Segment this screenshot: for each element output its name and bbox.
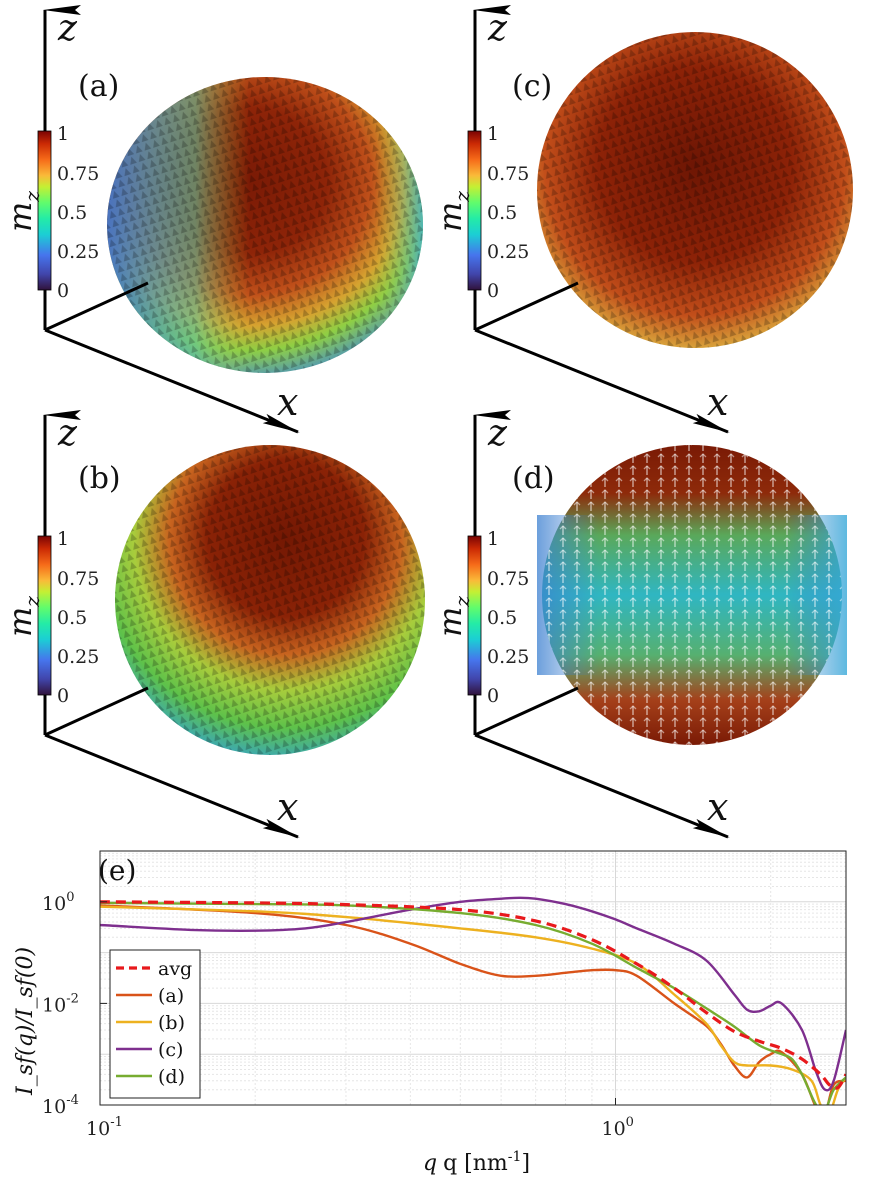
colorbar-label-b: mz [1, 596, 44, 637]
axis-y-c [474, 281, 579, 332]
svg-text:1: 1 [57, 123, 69, 145]
svg-text:0.75: 0.75 [487, 163, 529, 185]
svg-text:0.25: 0.25 [57, 646, 99, 668]
svg-text:0.5: 0.5 [487, 607, 517, 629]
series-line-b [100, 905, 846, 1105]
colorbar-b: 1 0.75 0.5 0.25 0 mz [1, 528, 99, 707]
colorbar-d: 1 0.75 0.5 0.25 0 mz [431, 528, 529, 707]
axis-x-label-d: x [707, 785, 728, 829]
axis-x-a [44, 328, 300, 434]
axis-x-c [474, 328, 730, 434]
svg-text:0: 0 [487, 685, 499, 707]
sphere-a-texture [107, 77, 423, 373]
plot-frame [99, 850, 847, 1106]
chart-ylabel: I_sf(q)/I_sf(0) [13, 947, 38, 1096]
series-line-c [100, 896, 846, 1092]
axis-y-a [44, 281, 149, 332]
axis-x-b [44, 733, 300, 839]
x-tick-label: 100 [601, 1115, 633, 1140]
svg-text:0.5: 0.5 [57, 202, 87, 224]
colorbar-c: 1 0.75 0.5 0.25 0 mz [431, 123, 529, 302]
axis-x-label-b: x [277, 785, 298, 829]
axis-x-label-a: x [277, 380, 298, 424]
axis-y-d [474, 686, 579, 737]
colorbar-label-a: mz [1, 191, 44, 232]
svg-text:0: 0 [57, 685, 69, 707]
chart-ticks: 10-1 100 10-4 10-2 100 [42, 890, 634, 1140]
svg-text:0.5: 0.5 [487, 202, 517, 224]
svg-text:0.5: 0.5 [57, 607, 87, 629]
panel-label-d: (d) [512, 461, 555, 496]
y-tick-label: 10-2 [42, 991, 79, 1016]
colorbar-label-c: mz [431, 191, 474, 232]
svg-text:0.75: 0.75 [57, 568, 99, 590]
svg-text:0.25: 0.25 [57, 241, 99, 263]
sphere-b-texture [115, 445, 425, 755]
legend-label-c: (c) [158, 1039, 183, 1061]
svg-text:0: 0 [57, 280, 69, 302]
legend-label-a: (a) [158, 985, 184, 1007]
axis-z-label-b: z [57, 413, 78, 454]
x-tick-label: 10-1 [86, 1115, 123, 1140]
chart-grid [99, 850, 846, 1106]
svg-text:0.75: 0.75 [57, 163, 99, 185]
svg-text:1: 1 [487, 528, 499, 550]
sphere-c-texture [537, 32, 853, 348]
axis-x-label-c: x [707, 380, 728, 424]
axis-z-label-c: z [487, 8, 508, 49]
svg-text:0.75: 0.75 [487, 568, 529, 590]
panel-c: z x (c) 1 0.75 0.5 0.25 0 mz [431, 5, 853, 434]
chart-panel-label: (e) [98, 854, 136, 887]
svg-text:0.25: 0.25 [487, 241, 529, 263]
axis-y-b [44, 686, 149, 737]
legend-label-d: (d) [158, 1066, 185, 1088]
panel-a: z x (a) 1 0.75 0.5 0.25 0 mz [1, 5, 423, 434]
svg-text:1: 1 [57, 528, 69, 550]
legend-label-b: (b) [158, 1012, 185, 1034]
axis-z-label-a: z [57, 8, 78, 49]
chart-legend: avg (a) (b) (c) (d) [109, 949, 201, 1099]
axis-z-label-d: z [487, 413, 508, 454]
panel-label-b: (b) [78, 461, 121, 496]
colorbar-a: 1 0.75 0.5 0.25 0 mz [1, 123, 99, 302]
y-tick-label: 10-4 [42, 1093, 79, 1118]
sphere-d-texture [542, 445, 842, 745]
svg-text:0: 0 [487, 280, 499, 302]
panel-label-a: (a) [78, 69, 119, 104]
legend-label-avg: avg [158, 958, 192, 980]
y-tick-label: 100 [42, 890, 74, 915]
axis-x-d [474, 733, 730, 839]
colorbar-label-d: mz [431, 596, 474, 637]
svg-text:1: 1 [487, 123, 499, 145]
panel-label-c: (c) [512, 69, 552, 104]
svg-text:0.25: 0.25 [487, 646, 529, 668]
panel-d: z x (d) 1 0.75 0.5 0.25 0 mz [431, 410, 847, 839]
series-line-avg [100, 900, 846, 1090]
panel-b: z x (b) 1 0.75 0.5 0.25 0 mz [1, 410, 425, 839]
